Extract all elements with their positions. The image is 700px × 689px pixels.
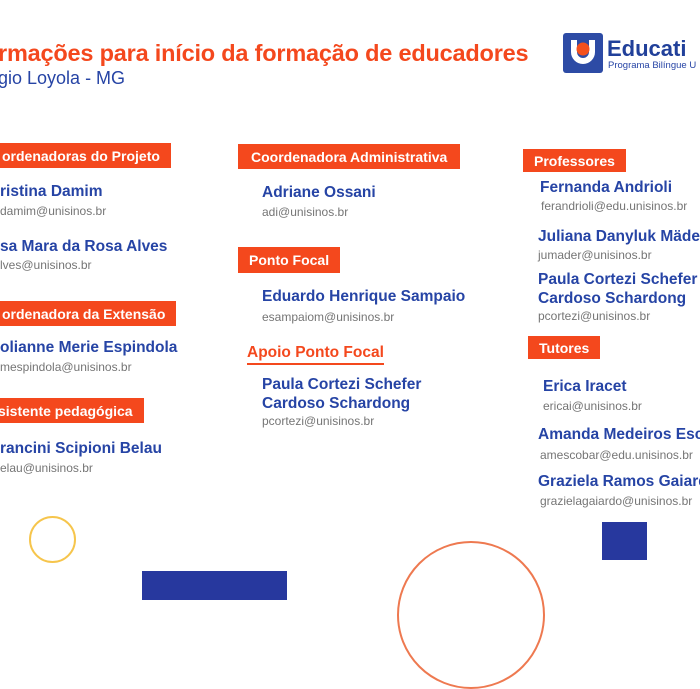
person-name-line1: Paula Cortezi Schefer: [262, 376, 422, 393]
person-name: rancini Scipioni Belau: [0, 440, 162, 457]
person-name: Adriane Ossani: [262, 184, 376, 201]
person-email: pcortezi@unisinos.br: [538, 309, 651, 323]
blue-square-shape: [602, 522, 647, 560]
person-name: ristina Damim: [0, 183, 103, 200]
badge-coordenadoras-projeto: ordenadoras do Projeto: [0, 143, 171, 168]
badge-ponto-focal: Ponto Focal: [238, 247, 341, 273]
person-name: olianne Merie Espindola: [0, 339, 178, 356]
badge-assistente-pedagogica: sistente pedagógica: [0, 398, 144, 423]
person-name: Erica Iracet: [543, 378, 627, 395]
person-name: Fernanda Andrioli: [540, 179, 673, 196]
person-email: jumader@unisinos.br: [538, 248, 652, 262]
person-email: ericai@unisinos.br: [543, 399, 642, 413]
logo-tagline: Programa Bilíngue U: [608, 60, 697, 71]
logo-u-glyph: [563, 33, 603, 73]
person-email: adi@unisinos.br: [262, 205, 349, 219]
educate-logo-icon: [563, 33, 603, 73]
page-title: rmações para início da formação de educa…: [0, 40, 529, 66]
apoio-ponto-focal-heading: Apoio Ponto Focal: [247, 344, 384, 365]
yellow-circle-shape: [29, 516, 76, 563]
person-name: Juliana Danyluk Mäder: [538, 228, 700, 245]
person-email: grazielagaiardo@unisinos.br: [540, 494, 693, 508]
person-email: damim@unisinos.br: [0, 204, 107, 218]
person-email: lves@unisinos.br: [0, 258, 92, 272]
person-email: mespindola@unisinos.br: [0, 360, 132, 374]
person-name-multiline: Paula Cortezi Schefer Cardoso Schardong: [538, 271, 697, 308]
person-email: amescobar@edu.unisinos.br: [540, 448, 693, 462]
person-name: Amanda Medeiros Escob: [538, 426, 700, 443]
person-email: ferandrioli@edu.unisinos.br: [541, 199, 688, 213]
badge-coordenadora-administrativa: Coordenadora Administrativa: [238, 144, 461, 169]
person-email: esampaiom@unisinos.br: [262, 310, 395, 324]
person-name-line2: Cardoso Schardong: [262, 394, 411, 412]
orange-circle-shape: [397, 541, 545, 689]
blue-rectangle-shape: [142, 571, 287, 600]
person-name: Eduardo Henrique Sampaio: [262, 288, 466, 305]
page-subtitle: gio Loyola - MG: [0, 68, 126, 88]
person-name-line1: Paula Cortezi Schefer: [538, 271, 698, 288]
person-name: Graziela Ramos Gaiardo: [538, 473, 700, 490]
person-name-multiline: Paula Cortezi Schefer Cardoso Schardong: [262, 376, 421, 413]
person-email: elau@unisinos.br: [0, 461, 93, 475]
person-email: pcortezi@unisinos.br: [262, 414, 375, 428]
slide-canvas: { "header": { "title": "rmações para iní…: [0, 33, 700, 689]
badge-professores: Professores: [523, 149, 626, 172]
badge-tutores: Tutores: [528, 336, 601, 359]
person-name: sa Mara da Rosa Alves: [0, 238, 168, 255]
person-name-line2: Cardoso Schardong: [538, 289, 687, 307]
logo-brand-text: Educati: [607, 36, 687, 61]
badge-coordenadora-extensao: ordenadora da Extensão: [0, 301, 177, 326]
